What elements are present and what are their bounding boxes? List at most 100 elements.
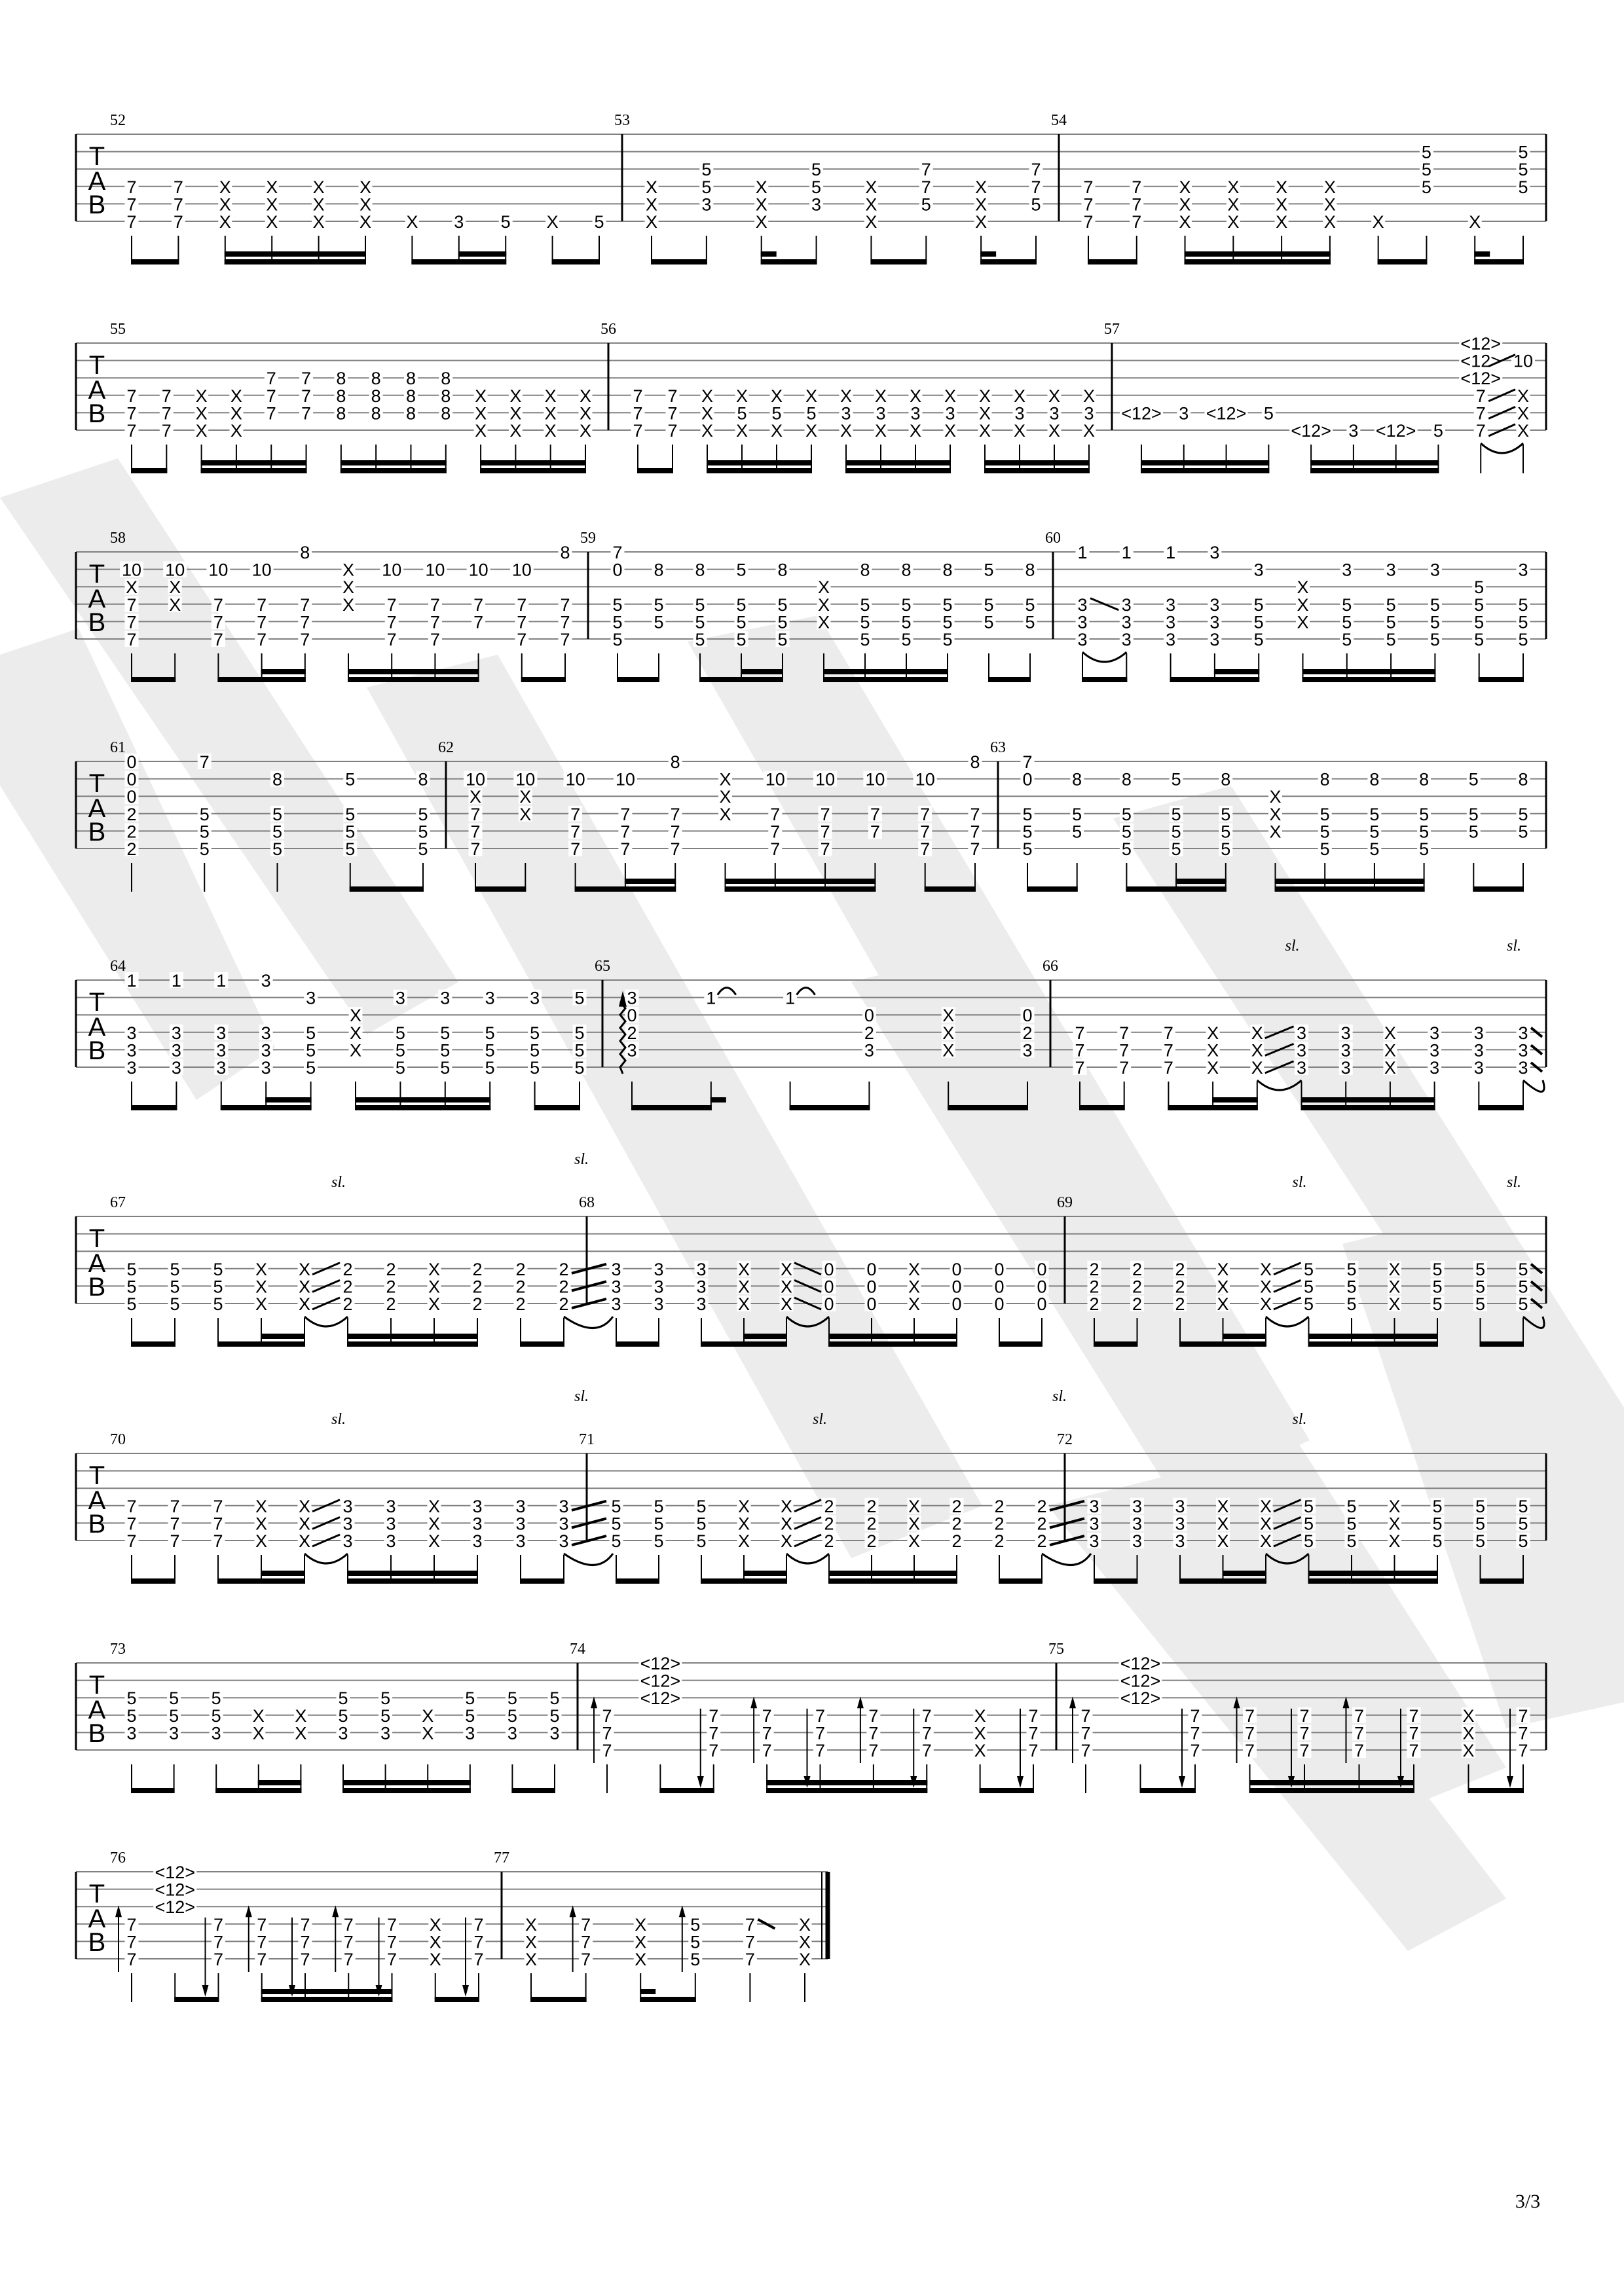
fret-background: [1472, 579, 1486, 595]
fret-number: X: [299, 1514, 310, 1533]
fret-number: 3: [485, 989, 495, 1008]
fret-background: [754, 196, 769, 212]
fret-number: 5: [1518, 630, 1528, 649]
fret-background: [194, 405, 209, 421]
fret-number: 3: [1014, 403, 1024, 423]
fret-number: X: [781, 1497, 792, 1516]
fret-number: 3: [212, 1723, 221, 1743]
beam: [980, 259, 1037, 264]
fret-number: 5: [1518, 822, 1528, 841]
fret-number: X: [1384, 1023, 1396, 1043]
fret-number: X: [781, 1260, 792, 1279]
fret-background: [1119, 596, 1134, 612]
fret-number: 3: [1348, 421, 1358, 441]
fret-number: 5: [1518, 1277, 1528, 1296]
fret-background: [171, 213, 185, 229]
measure-number: 75: [1048, 1641, 1064, 1658]
fret-number: 5: [345, 839, 355, 859]
fret-number: 8: [860, 560, 870, 580]
fret-number: 2: [386, 1277, 396, 1296]
fret-number: 2: [951, 1497, 961, 1516]
fret-background: [1081, 196, 1096, 212]
fret-number: X: [266, 212, 278, 232]
fret-number: 3: [627, 989, 637, 1008]
fret-background: [124, 841, 139, 856]
beam: [651, 259, 707, 264]
fret-number: 3: [261, 1040, 271, 1060]
fret-background: [1473, 387, 1488, 403]
fret-number: X: [525, 1932, 537, 1952]
fret-number: 0: [126, 752, 136, 772]
fret-number: 8: [300, 543, 310, 562]
fret-number: X: [974, 1706, 986, 1726]
fret-background: [899, 596, 913, 612]
fret-number: X: [875, 386, 887, 406]
beam: [1179, 1578, 1266, 1584]
fret-background: [1029, 161, 1043, 177]
fret-background: [940, 561, 955, 577]
note-column: XXX: [1323, 177, 1337, 264]
fret-number: X: [1217, 1277, 1228, 1296]
fret-number: X: [1269, 805, 1281, 824]
tab-clef-letter: B: [88, 191, 106, 219]
fret-background: [515, 631, 529, 647]
beam: [979, 1788, 1034, 1793]
fret-number: 3: [126, 1040, 136, 1060]
note-column: 222: [992, 1497, 1006, 1584]
fret-number: 7: [1164, 1040, 1173, 1060]
fret-background: [558, 613, 572, 630]
measure-number: 59: [580, 530, 596, 547]
fret-number: 10: [165, 560, 185, 580]
fret-number: 7: [620, 839, 630, 859]
fret-number: 5: [1122, 839, 1132, 859]
note-column: 777: [600, 1706, 614, 1793]
fret-number: X: [196, 421, 208, 441]
note-column: 553: [547, 1688, 562, 1793]
fret-number: 5: [574, 1058, 584, 1078]
note-column: X3X: [943, 386, 957, 473]
fret-background: [1012, 387, 1027, 403]
fret-number: 2: [1132, 1277, 1142, 1296]
fret-number: 5: [530, 1023, 540, 1043]
fret-number: 3: [1341, 1023, 1351, 1043]
fret-number: 5: [1433, 421, 1443, 441]
fret-number: 2: [1132, 1294, 1142, 1314]
fret-number: X: [979, 403, 991, 423]
fret-number: 5: [530, 1040, 540, 1060]
beam: [766, 1780, 928, 1785]
fret-number: 7: [126, 1915, 136, 1935]
fret-background: [171, 196, 185, 212]
measure-number: 56: [600, 321, 616, 338]
fret-number: 3: [876, 403, 885, 423]
fret-number: 10: [252, 560, 272, 580]
fret-number: 0: [866, 1260, 876, 1279]
fret-number: 5: [1369, 839, 1379, 859]
fret-number: 3: [261, 971, 271, 991]
fret-background: [197, 754, 212, 769]
note-column: 553: [378, 1688, 393, 1793]
fret-background: [1516, 631, 1530, 647]
fret-background: [1119, 631, 1134, 647]
fret-number: 5: [1474, 595, 1484, 615]
note-column: 888: [369, 369, 383, 473]
fret-background: [940, 596, 955, 612]
fret-number: X: [342, 595, 354, 615]
fret-number: 3: [530, 989, 540, 1008]
fret-number: 7: [257, 595, 267, 615]
fret-number: 7: [387, 595, 397, 615]
fret-number: X: [219, 212, 231, 232]
fret-background: [1012, 405, 1027, 421]
measure-number: 62: [438, 739, 454, 756]
fret-number: 5: [507, 1688, 517, 1708]
fret-background: [1226, 178, 1240, 194]
fret-number: X: [1388, 1294, 1400, 1314]
fret-background: [1075, 596, 1090, 612]
fret-background: [1029, 178, 1043, 194]
fret-number: X: [1373, 212, 1384, 232]
fret-background: [1274, 213, 1289, 229]
page-number: 3/3: [1515, 2191, 1540, 2212]
